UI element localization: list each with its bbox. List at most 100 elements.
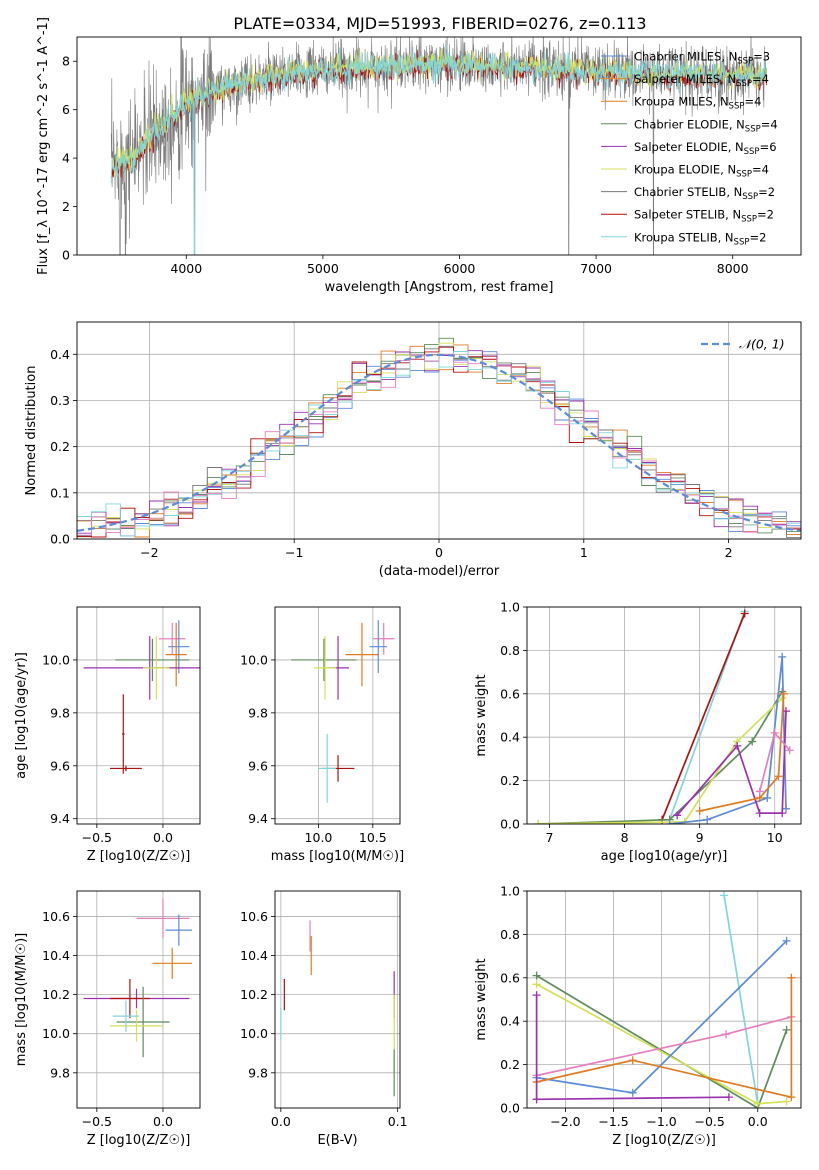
x-tick-label: 1 (580, 545, 588, 560)
weight-marker (695, 806, 704, 815)
legend-entry: Kroupa STELIB, NSSP=2 (634, 230, 766, 247)
legend-entry: Salpeter MILES, NSSP=4 (634, 72, 769, 89)
errorbar-point (152, 947, 193, 979)
weight-marker (532, 1095, 541, 1104)
y-tick-label: 0.3 (50, 393, 70, 408)
errorbar-point (165, 914, 193, 946)
weight-marker (673, 811, 682, 820)
x-tick-label: 10.0 (305, 830, 333, 845)
legend-subscript: SSP (736, 79, 752, 89)
x-axis-label: Z [log10(Z/Z☉)] (87, 1133, 191, 1148)
legend-entry: 𝒩(0, 1) (739, 337, 785, 352)
y-tick-label: 10.0 (240, 1026, 268, 1041)
figure-title: PLATE=0334, MJD=51993, FIBERID=0276, z=0… (233, 14, 646, 33)
y-tick-label: 9.8 (248, 1065, 268, 1080)
axes-frame (76, 321, 802, 540)
x-tick-label: 8000 (717, 261, 749, 276)
weight-marker (785, 746, 794, 755)
mass-vs-ebv-panel: 0.0 0.1 9.8 10.0 10.2 10.4 10.6 E(B-V) (240, 890, 408, 1148)
errorbar-point (110, 765, 142, 772)
y-tick-label: 0.2 (500, 773, 520, 788)
weight-marker (628, 1088, 637, 1097)
weight-series (536, 977, 793, 1099)
weight-marker (628, 1056, 637, 1065)
legend-entry: Salpeter STELIB, NSSP=2 (634, 208, 774, 225)
weight-marker (748, 737, 757, 746)
errorbar-point (121, 694, 125, 774)
weight-marker (532, 980, 541, 989)
errorbar-point (110, 978, 150, 1019)
y-tick-label: 0.0 (500, 817, 520, 832)
y-tick-label: 9.8 (50, 705, 70, 720)
y-tick-label: 10.0 (42, 1026, 70, 1041)
weight-marker (534, 820, 543, 824)
weight-marker (724, 1093, 733, 1102)
errorbar-point (110, 1010, 163, 1042)
errorbar-point (345, 622, 379, 687)
legend-value: =6 (760, 140, 777, 154)
x-tick-label: 10 (767, 830, 783, 845)
y-tick-label: 9.8 (50, 1065, 70, 1080)
residual-histogram (77, 353, 801, 539)
y-tick-label: 0.0 (500, 1101, 520, 1116)
x-axis-label: (data-model)/error (379, 564, 500, 579)
legend-value: =4 (752, 72, 769, 86)
x-tick-label: 4000 (170, 261, 202, 276)
y-tick-label: 2 (62, 199, 70, 214)
legend-value: =4 (744, 95, 761, 109)
weight-marker (763, 793, 772, 802)
y-tick-label: 0.6 (500, 686, 520, 701)
axes-frame (76, 36, 802, 256)
weight-marker (778, 694, 787, 703)
y-tick-label: 9.8 (248, 705, 268, 720)
weight-marker (779, 689, 788, 698)
legend-subscript: SSP (737, 57, 753, 67)
errorbar-point (369, 620, 387, 674)
weight-marker (770, 728, 779, 737)
y-tick-label: 0.4 (500, 1014, 520, 1029)
weight-marker (722, 1030, 731, 1039)
y-tick-label: 0 (62, 248, 70, 263)
y-axis-label: age [log10(age/yr)] (14, 652, 29, 779)
y-tick-label: 9.4 (248, 811, 268, 826)
x-tick-label: 0.0 (153, 1114, 173, 1129)
legend-value: =4 (761, 117, 778, 131)
y-tick-label: 0.0 (50, 532, 70, 547)
errorbar-point (318, 734, 336, 803)
weight-series (661, 613, 746, 821)
y-tick-label: 1.0 (500, 884, 520, 899)
y-axis-label: mass weight (474, 958, 489, 1040)
plot-area (83, 620, 200, 774)
plot-area (83, 898, 193, 1058)
weight-series (538, 697, 783, 824)
x-axis-label: Z [log10(Z/Z☉)] (87, 849, 191, 864)
x-tick-label: −0.5 (694, 1114, 724, 1129)
x-axis-label: mass [log10(M/M☉)] (271, 849, 404, 864)
legend-entry: Chabrier ELODIE, NSSP=4 (634, 117, 778, 134)
age-vs-metallicity-panel: −0.5 0.0 9.4 9.6 9.8 10.0 Z [log10(Z/Z☉)] age [… (14, 606, 201, 864)
weight-marker (787, 1093, 796, 1102)
x-tick-label: −2 (140, 545, 158, 560)
y-tick-label: 0.8 (500, 643, 520, 658)
legend-entry: Kroupa ELODIE, NSSP=4 (634, 163, 769, 180)
y-tick-label: 0.8 (500, 927, 520, 942)
weight-marker (733, 741, 742, 750)
y-axis-label: Normed distribution (24, 366, 39, 496)
errorbar-point (165, 622, 187, 687)
plot-area (291, 620, 395, 803)
errorbar-point (159, 622, 186, 655)
normal-curve (77, 353, 801, 532)
weight-marker (755, 809, 764, 818)
errorbar-point (143, 636, 170, 700)
x-tick-label: −1.5 (598, 1114, 628, 1129)
weight-marker (778, 809, 787, 818)
errorbar-point (136, 898, 190, 938)
x-tick-label: −1 (285, 545, 303, 560)
x-tick-label: 6000 (444, 261, 476, 276)
errorbar-point (314, 636, 336, 700)
x-axis-label: wavelength [Angstrom, rest frame] (325, 280, 554, 295)
weight-marker (774, 772, 783, 781)
weight-series (538, 691, 783, 824)
y-tick-label: 9.6 (50, 758, 70, 773)
